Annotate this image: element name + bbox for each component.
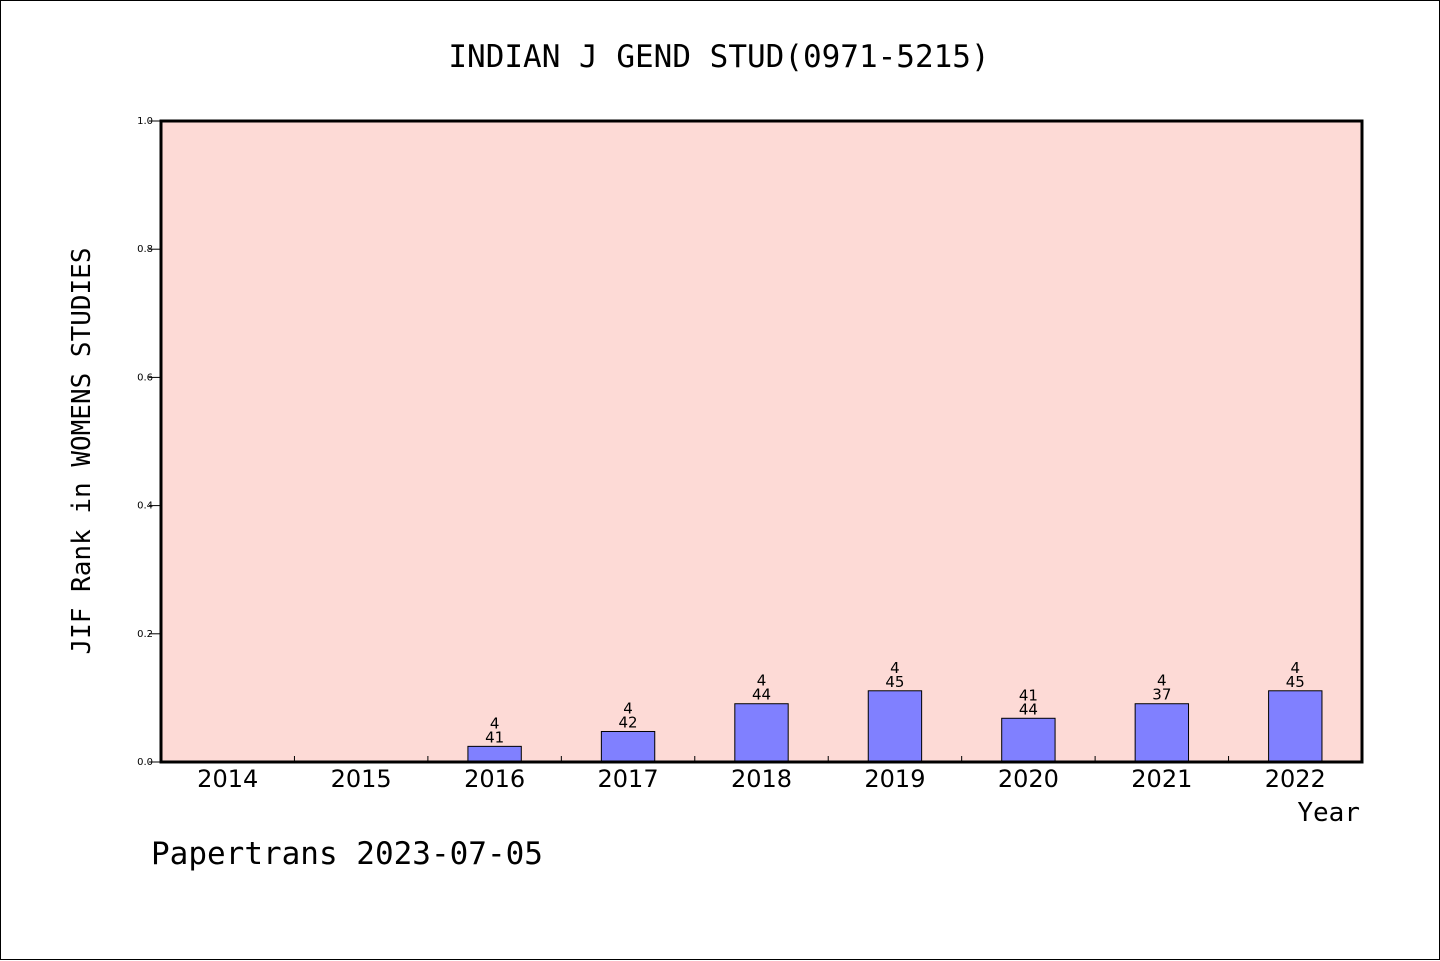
plot-border: [159, 119, 1364, 764]
y-axis-label: JIF Rank in WOMENS STUDIES: [67, 248, 97, 655]
x-axis-ticks: 2014 2015 2016 2017 2018 2019 2020 2021 2022: [197, 756, 1326, 793]
bar-label-total: 45: [885, 673, 904, 691]
y-axis-ticks: 0.0 0.2 0.4 0.6 0.8 1.0: [137, 116, 161, 768]
bar-label-rank: 4: [1157, 672, 1167, 690]
plot-area: [161, 121, 1362, 762]
bar-label-total: 41: [485, 728, 504, 746]
bar-label-total: 42: [619, 713, 638, 731]
bar-label-rank: 4: [623, 699, 633, 717]
bars-layer: [467, 690, 1323, 763]
x-tick-label: 2018: [731, 765, 792, 793]
bar-label-total: 45: [1286, 673, 1305, 691]
bar-2018: [734, 703, 789, 763]
bar-label-rank: 4: [757, 672, 767, 690]
x-tick-label: 2014: [197, 765, 258, 793]
x-tick-label: 2021: [1131, 765, 1192, 793]
x-tick-label: 2016: [464, 765, 525, 793]
x-tick-label: 2020: [998, 765, 1059, 793]
footer-credit: Papertrans 2023-07-05: [151, 836, 543, 872]
x-tick-label: 2015: [331, 765, 392, 793]
bar-label-total: 37: [1152, 686, 1171, 704]
y-tick-label: 1.0: [137, 116, 153, 127]
bar-2017: [600, 730, 656, 763]
x-tick-label: 2017: [598, 765, 659, 793]
bar-label-total: 44: [1019, 700, 1038, 718]
x-tick-label: 2022: [1265, 765, 1326, 793]
y-tick-label: 0.8: [137, 244, 153, 255]
y-tick-label: 0.2: [137, 629, 153, 640]
bar-2019: [867, 690, 923, 763]
bar-2016: [467, 745, 522, 763]
y-tick-label: 0.6: [137, 372, 153, 383]
chart-title: INDIAN J GEND STUD(0971-5215): [448, 39, 989, 75]
x-tick-label: 2019: [864, 765, 925, 793]
bar-label-rank: 4: [890, 659, 900, 677]
y-tick-label: 0.4: [137, 501, 153, 512]
bar-2021: [1134, 703, 1190, 763]
bar-label-rank: 41: [1019, 686, 1038, 704]
bar-2022: [1268, 690, 1323, 763]
bar-label-rank: 4: [1291, 659, 1301, 677]
bar-label-rank: 4: [490, 714, 500, 732]
y-tick-label: 0.0: [137, 757, 153, 768]
bar-2020: [1001, 717, 1056, 763]
x-axis-label: Year: [1297, 798, 1360, 828]
bar-label-total: 44: [752, 686, 771, 704]
